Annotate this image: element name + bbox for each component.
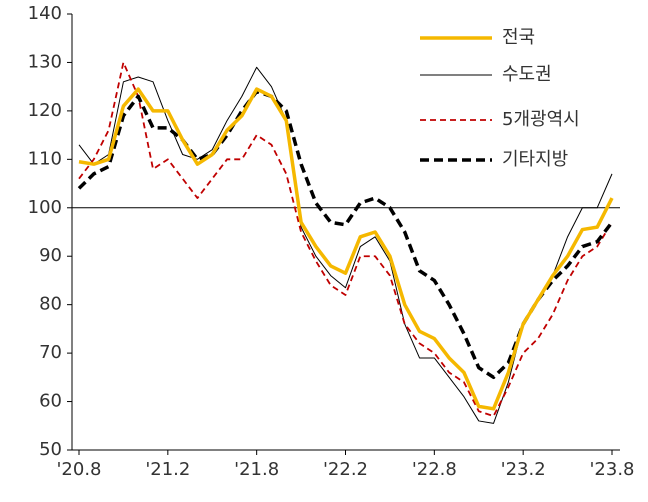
- y-tick-label: 70: [39, 342, 62, 363]
- y-tick-label: 80: [39, 294, 62, 315]
- legend-label: 전국: [502, 27, 535, 48]
- x-tick-label: '21.8: [234, 459, 279, 480]
- x-tick-label: '20.8: [56, 459, 101, 480]
- legend-label: 수도권: [502, 64, 552, 85]
- y-tick-label: 130: [28, 51, 62, 72]
- x-tick-label: '22.8: [412, 459, 457, 480]
- y-tick-label: 60: [39, 391, 62, 412]
- y-tick-label: 140: [28, 3, 62, 24]
- x-tick-label: '23.8: [589, 459, 634, 480]
- x-tick-label: '21.2: [145, 459, 190, 480]
- y-tick-label: 120: [28, 100, 62, 121]
- y-tick-label: 110: [28, 148, 62, 169]
- series-line: [78, 61, 613, 417]
- legend-label: 기타지방: [502, 149, 568, 170]
- y-tick-label: 100: [28, 197, 62, 218]
- series-line: [78, 87, 614, 411]
- y-tick-label: 90: [39, 245, 62, 266]
- legend-label: 5개광역시: [502, 109, 580, 130]
- series-line: [77, 89, 614, 380]
- x-tick-label: '23.2: [501, 459, 546, 480]
- y-tick-label: 50: [39, 439, 62, 460]
- x-tick-label: '22.2: [323, 459, 368, 480]
